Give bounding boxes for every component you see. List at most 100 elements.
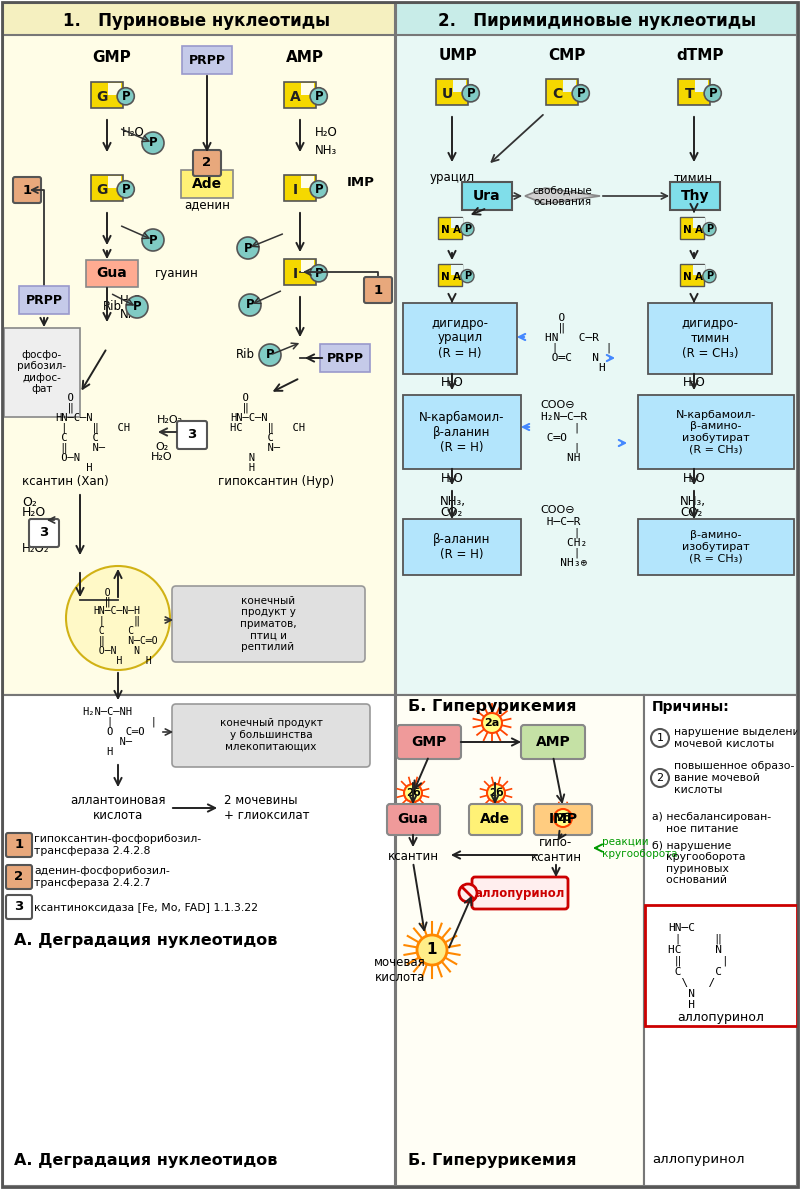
Text: нарушение выделения
мочевой кислоты: нарушение выделения мочевой кислоты xyxy=(674,728,800,749)
Text: P: P xyxy=(122,183,130,196)
Text: ‖: ‖ xyxy=(230,403,249,414)
FancyBboxPatch shape xyxy=(108,176,122,188)
Text: гипо-
ксантин: гипо- ксантин xyxy=(530,836,582,864)
FancyBboxPatch shape xyxy=(546,78,578,105)
Text: ‖: ‖ xyxy=(545,322,566,333)
Text: U: U xyxy=(442,87,453,101)
Text: 3: 3 xyxy=(187,428,197,441)
Circle shape xyxy=(554,809,572,828)
Text: H─C─R: H─C─R xyxy=(540,517,581,527)
Text: CO₂: CO₂ xyxy=(680,507,702,520)
FancyBboxPatch shape xyxy=(6,833,32,857)
Text: PRPP: PRPP xyxy=(189,54,226,67)
Text: P: P xyxy=(149,137,158,150)
Circle shape xyxy=(310,181,327,197)
Circle shape xyxy=(142,229,164,251)
Text: дигидро-
тимин
(R = CH₃): дигидро- тимин (R = CH₃) xyxy=(682,316,738,359)
Text: PRPP: PRPP xyxy=(326,352,363,365)
Text: N-карбамоил-
β-амино-
изобутират
(R = CH₃): N-карбамоил- β-амино- изобутират (R = CH… xyxy=(676,409,756,454)
FancyBboxPatch shape xyxy=(284,175,316,201)
Text: P: P xyxy=(314,90,323,102)
Text: аллопуринол: аллопуринол xyxy=(678,1012,765,1025)
Circle shape xyxy=(126,296,148,317)
Text: фосфо-
рибозил-
дифос-
фат: фосфо- рибозил- дифос- фат xyxy=(18,350,66,395)
FancyBboxPatch shape xyxy=(680,264,704,285)
Text: Rib: Rib xyxy=(103,301,122,314)
FancyBboxPatch shape xyxy=(181,170,233,199)
Text: реакции
кругооборота: реакции кругооборота xyxy=(602,837,678,858)
Text: P: P xyxy=(464,224,471,234)
Text: A: A xyxy=(453,225,461,234)
Text: NH₃,: NH₃, xyxy=(680,496,706,509)
FancyBboxPatch shape xyxy=(172,586,365,662)
Text: конечный
продукт у
приматов,
птиц и
рептилий: конечный продукт у приматов, птиц и репт… xyxy=(240,596,296,653)
FancyBboxPatch shape xyxy=(3,696,395,1185)
Text: HN─C─N─H: HN─C─N─H xyxy=(93,606,140,616)
Text: H₂O₂: H₂O₂ xyxy=(22,541,50,554)
Text: NH: NH xyxy=(540,453,581,463)
Text: аллопуринол: аллопуринол xyxy=(652,1153,745,1166)
FancyBboxPatch shape xyxy=(678,78,710,105)
Circle shape xyxy=(459,883,477,902)
FancyBboxPatch shape xyxy=(397,725,461,759)
Text: H: H xyxy=(545,363,606,373)
Text: 1: 1 xyxy=(14,838,23,851)
FancyBboxPatch shape xyxy=(438,218,462,239)
Text: H₂O: H₂O xyxy=(441,472,463,484)
Text: UMP: UMP xyxy=(438,48,478,63)
Text: H₂O: H₂O xyxy=(151,452,173,463)
Text: 1: 1 xyxy=(426,943,438,957)
Text: Ura: Ura xyxy=(473,189,501,203)
FancyBboxPatch shape xyxy=(91,82,123,108)
Text: H₂O: H₂O xyxy=(120,294,142,307)
Text: аллантоиновая
кислота: аллантоиновая кислота xyxy=(70,794,166,822)
Text: AMP: AMP xyxy=(536,735,570,749)
Text: NH₃,: NH₃, xyxy=(440,496,466,509)
Circle shape xyxy=(117,88,134,105)
Text: T: T xyxy=(685,87,694,101)
Text: урацил: урацил xyxy=(430,171,475,184)
Text: ‖      |: ‖ | xyxy=(668,956,729,967)
FancyBboxPatch shape xyxy=(302,176,314,188)
Text: P: P xyxy=(149,233,158,246)
Text: O: O xyxy=(55,394,74,403)
Text: P: P xyxy=(314,266,323,279)
Text: А. Деградация нуклеотидов: А. Деградация нуклеотидов xyxy=(14,1152,278,1168)
Circle shape xyxy=(651,769,669,787)
Circle shape xyxy=(487,784,505,803)
Text: C: C xyxy=(552,87,562,101)
Text: O: O xyxy=(230,394,249,403)
Text: \   /: \ / xyxy=(668,979,715,988)
Text: |: | xyxy=(540,442,581,453)
Text: повышенное образо-
вание мочевой
кислоты: повышенное образо- вание мочевой кислоты xyxy=(674,761,794,794)
Text: C: C xyxy=(230,433,274,443)
Text: H₂N─C─R: H₂N─C─R xyxy=(540,413,587,422)
Text: 2б: 2б xyxy=(406,788,420,798)
FancyBboxPatch shape xyxy=(387,804,440,835)
Text: HC     N: HC N xyxy=(668,945,722,955)
FancyBboxPatch shape xyxy=(91,175,123,201)
FancyBboxPatch shape xyxy=(469,804,522,835)
Text: N: N xyxy=(668,989,695,999)
Text: G: G xyxy=(97,90,108,105)
Text: ‖: ‖ xyxy=(93,597,110,608)
FancyBboxPatch shape xyxy=(364,277,392,303)
Text: CMP: CMP xyxy=(548,48,586,63)
Circle shape xyxy=(259,344,281,366)
FancyBboxPatch shape xyxy=(3,4,395,34)
Text: NH₃⊕: NH₃⊕ xyxy=(540,558,587,568)
Text: P: P xyxy=(314,183,323,196)
Text: N─: N─ xyxy=(230,443,280,453)
Text: HN─C─N: HN─C─N xyxy=(230,413,267,423)
Text: H: H xyxy=(82,747,114,757)
FancyBboxPatch shape xyxy=(302,83,314,95)
Circle shape xyxy=(66,566,170,669)
Text: H₂N─C─NH: H₂N─C─NH xyxy=(82,707,132,717)
Text: аденин-фосфорибозил-
трансфераза 2.4.2.7: аденин-фосфорибозил- трансфераза 2.4.2.7 xyxy=(34,867,170,888)
FancyBboxPatch shape xyxy=(396,4,797,696)
Text: |: | xyxy=(540,528,581,539)
Text: A: A xyxy=(290,90,301,105)
FancyBboxPatch shape xyxy=(438,264,462,285)
Text: ‖: ‖ xyxy=(55,403,74,414)
Text: P: P xyxy=(466,87,475,100)
